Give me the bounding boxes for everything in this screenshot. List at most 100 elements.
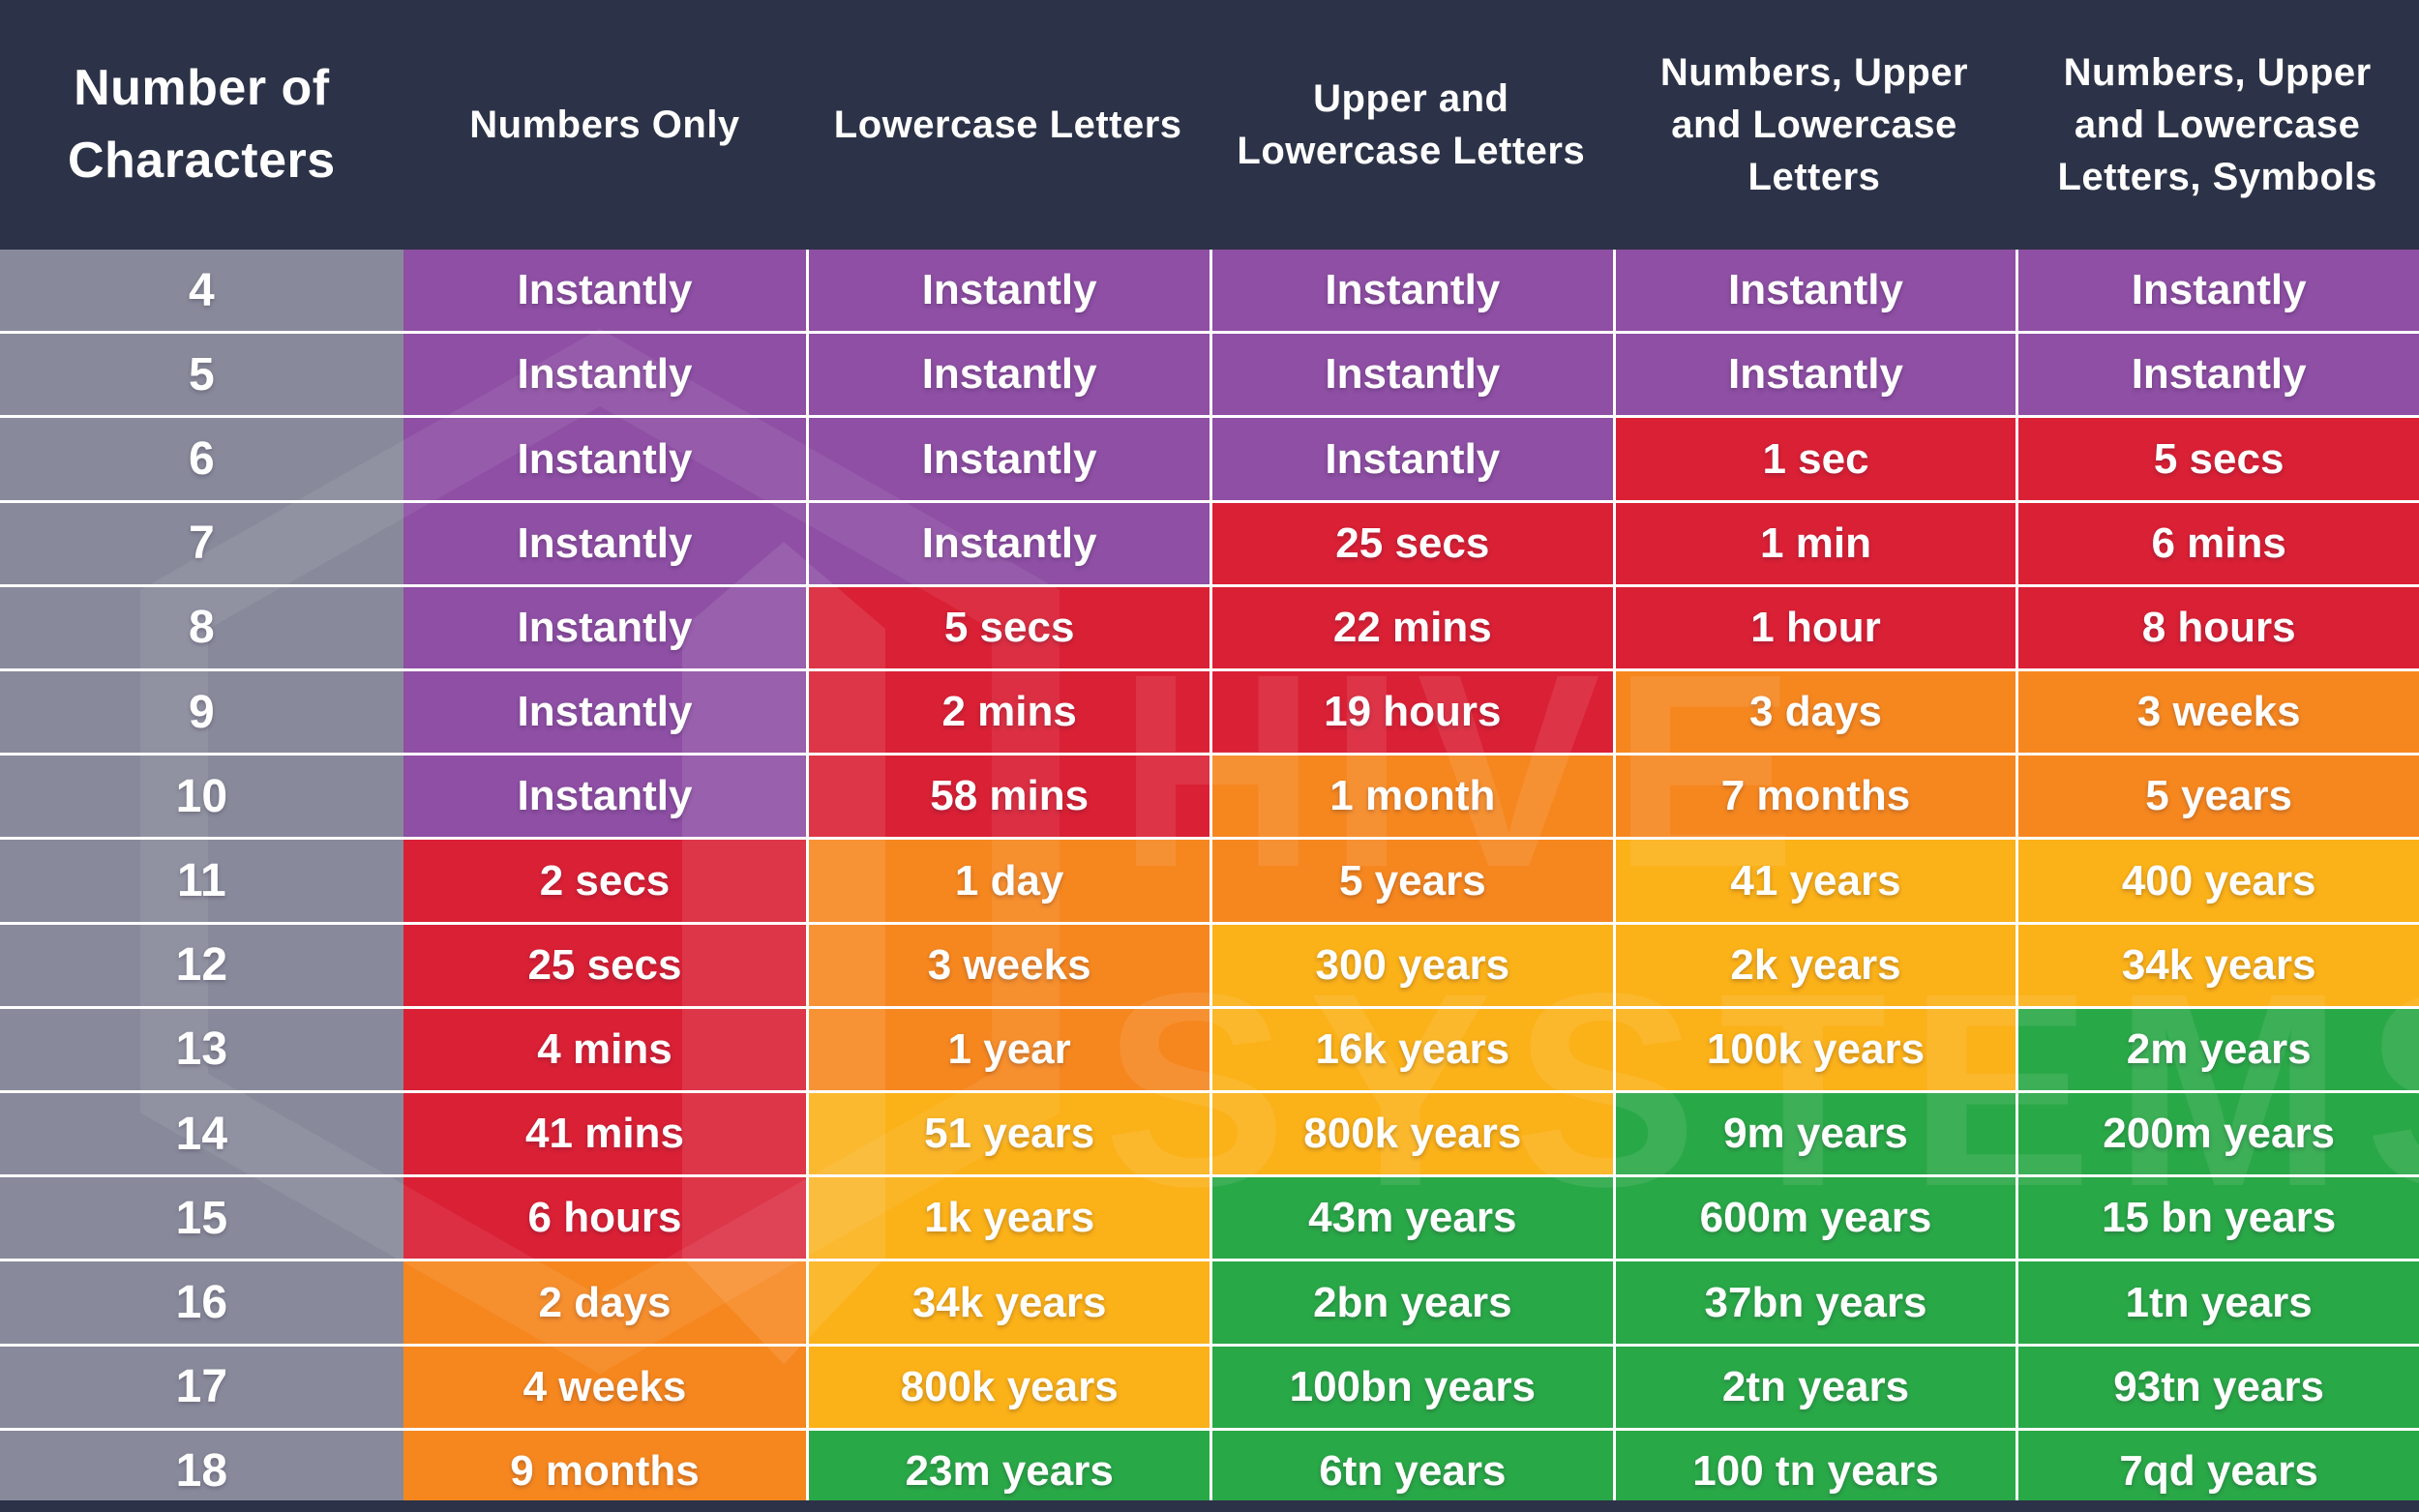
table-cell: 2tn years [1612,1346,2016,1428]
table-cell: 37bn years [1612,1261,2016,1344]
table-cell: 400 years [2016,840,2419,922]
table-cell: 1 sec [1612,418,2016,500]
table-cell: 4 mins [403,1008,807,1091]
table-cell: 23m years [806,1430,1210,1512]
row-header-char-count: 5 [0,334,403,416]
table-row: 18 9 months 23m years 6tn years 100 tn years… [0,1427,2419,1512]
table-cell: 3 days [1612,671,2016,754]
table-cell: 6 mins [2016,502,2419,584]
table-cell: 9 months [403,1430,807,1512]
table-cell: 15 bn years [2016,1177,2419,1260]
table-cell: 22 mins [1209,586,1613,669]
column-header-numbers-upper-lowercase-symbols: Numbers, Upper and Lowercase Letters, Sy… [2057,51,2377,198]
table-row: 10 Instantly 58 mins 1 month 7 months 5 years [0,753,2419,838]
table-cell: 300 years [1209,924,1613,1006]
table-row: 9 Instantly 2 mins 19 hours 3 days 3 weeks [0,668,2419,754]
table-cell: 6tn years [1209,1430,1613,1512]
table-header-row: Number of Characters Numbers Only Lowerc… [0,0,2419,250]
row-header-char-count: 7 [0,502,403,584]
table-cell: 2bn years [1209,1261,1613,1344]
table-cell: 5 secs [806,586,1210,669]
row-header-char-count: 12 [0,924,403,1006]
table-row: 6 Instantly Instantly Instantly 1 sec 5 secs [0,415,2419,500]
table-cell: 2 days [403,1261,807,1344]
table-cell: 2 mins [806,671,1210,754]
table-row: 12 25 secs 3 weeks 300 years 2k years 34k yea… [0,921,2419,1006]
table-cell: 1 hour [1612,586,2016,669]
column-header-upper-lowercase-letters: Upper and Lowercase Letters [1237,77,1586,172]
table-cell: 1 month [1209,756,1613,838]
table-cell: Instantly [1209,334,1613,416]
table-cell: 600m years [1612,1177,2016,1260]
table-cell: Instantly [806,418,1210,500]
table-cell: 5 years [1209,840,1613,922]
table-cell: 41 mins [403,1093,807,1175]
table-row: 15 6 hours 1k years 43m years 600m years 15 b… [0,1174,2419,1260]
table-cell: 2m years [2016,1008,2419,1091]
table-row: 5 Instantly Instantly Instantly Instantly Ins… [0,331,2419,416]
table-cell: Instantly [1612,334,2016,416]
row-header-char-count: 14 [0,1093,403,1175]
row-header-char-count: 11 [0,840,403,922]
table-cell: 2 secs [403,840,807,922]
row-header-char-count: 16 [0,1261,403,1344]
table-cell: Instantly [403,671,807,754]
row-header-char-count: 13 [0,1008,403,1091]
table-cell: 43m years [1209,1177,1613,1260]
table-row: 8 Instantly 5 secs 22 mins 1 hour 8 hours [0,583,2419,669]
table-cell: Instantly [403,756,807,838]
table-cell: Instantly [403,586,807,669]
table-cell: 25 secs [403,924,807,1006]
table-cell: Instantly [1612,250,2016,332]
table-cell: 200m years [2016,1093,2419,1175]
table-cell: 19 hours [1209,671,1613,754]
row-header-char-count: 9 [0,671,403,754]
column-header-lowercase-letters: Lowercase Letters [833,104,1182,146]
table-cell: Instantly [1209,250,1613,332]
table-cell: 93tn years [2016,1346,2419,1428]
column-header-number-of-characters: Number of Characters [67,59,336,189]
column-header-numbers-only: Numbers Only [469,104,740,146]
table-cell: 2k years [1612,924,2016,1006]
table-cell: 3 weeks [806,924,1210,1006]
row-header-char-count: 4 [0,250,403,332]
table-row: 17 4 weeks 800k years 100bn years 2tn years 9… [0,1343,2419,1428]
table-cell: 7qd years [2016,1430,2419,1512]
table-cell: 3 weeks [2016,671,2419,754]
column-header-numbers-upper-lowercase: Numbers, Upper and Lowercase Letters [1659,51,1969,198]
table-row: 11 2 secs 1 day 5 years 41 years 400 years [0,837,2419,922]
table-row: 4 Instantly Instantly Instantly Instantly Ins… [0,250,2419,332]
table-row: 13 4 mins 1 year 16k years 100k years 2m year… [0,1005,2419,1091]
table-cell: 7 months [1612,756,2016,838]
table-cell: Instantly [2016,250,2419,332]
table-cell: Instantly [2016,334,2419,416]
row-header-char-count: 17 [0,1346,403,1428]
table-cell: 58 mins [806,756,1210,838]
table-cell: 800k years [1209,1093,1613,1175]
table-cell: Instantly [403,250,807,332]
table-cell: 1 year [806,1008,1210,1091]
table-cell: 9m years [1612,1093,2016,1175]
table-row: 16 2 days 34k years 2bn years 37bn years 1tn … [0,1259,2419,1344]
table-cell: 100bn years [1209,1346,1613,1428]
table-cell: Instantly [403,334,807,416]
table-cell: 34k years [806,1261,1210,1344]
table-cell: 1 min [1612,502,2016,584]
bottom-edge-bar [0,1500,2419,1512]
table-cell: 5 years [2016,756,2419,838]
table-cell: 8 hours [2016,586,2419,669]
table-cell: 34k years [2016,924,2419,1006]
table-cell: Instantly [1209,418,1613,500]
row-header-char-count: 8 [0,586,403,669]
table-cell: 1 day [806,840,1210,922]
table-cell: 1tn years [2016,1261,2419,1344]
table-cell: 800k years [806,1346,1210,1428]
table-cell: Instantly [806,250,1210,332]
table-cell: Instantly [806,502,1210,584]
row-header-char-count: 15 [0,1177,403,1260]
table-cell: Instantly [403,502,807,584]
row-header-char-count: 10 [0,756,403,838]
table-cell: 51 years [806,1093,1210,1175]
row-header-char-count: 18 [0,1430,403,1512]
